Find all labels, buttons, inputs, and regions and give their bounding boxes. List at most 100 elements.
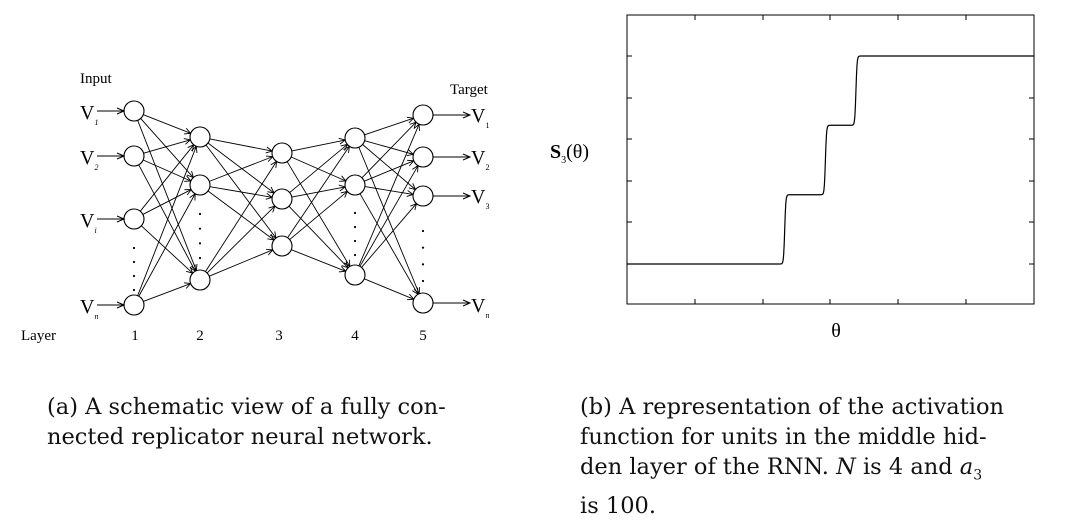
output-arrow	[433, 192, 472, 200]
input-label: Input	[80, 71, 112, 87]
caption-b-line-1: (b) A representation of the activation	[580, 392, 1030, 422]
caption-a-line-1: (a) A schematic view of a fully con-	[47, 392, 487, 422]
neuron-node	[123, 294, 145, 316]
connection-arrow	[361, 202, 418, 268]
connection-arrow	[209, 248, 274, 277]
network-connections	[137, 114, 421, 302]
caption-a-text-1: A schematic view of a fully con-	[85, 394, 446, 420]
ellipsis-dot	[132, 288, 136, 292]
layer-label: Layer	[21, 328, 56, 344]
connection-arrow	[205, 160, 278, 272]
activation-step-curve	[627, 55, 1034, 265]
neuron-node	[189, 174, 211, 196]
network-neurons	[123, 100, 434, 316]
target-symbol-v2: V2	[471, 147, 489, 172]
connection-arrow	[137, 120, 198, 272]
input-symbols: V1 V2 Vi Vn	[80, 102, 98, 321]
ellipsis-dot	[132, 246, 136, 250]
target-symbol-v1: V1	[471, 105, 489, 130]
caption-b: (b) A representation of the activation f…	[580, 392, 1030, 521]
neuron-node	[344, 264, 366, 286]
neuron-node	[123, 145, 145, 167]
connection-arrow	[139, 144, 195, 212]
layer-number-3: 3	[275, 328, 283, 344]
ellipsis-dot	[198, 256, 202, 260]
ellipsis-dot	[198, 212, 202, 216]
connection-arrow	[209, 138, 274, 154]
caption-b-a-var: a	[959, 454, 974, 480]
ellipsis-dot	[353, 211, 357, 215]
io-arrows	[97, 107, 472, 309]
connection-arrow	[364, 278, 415, 301]
target-symbol-v3: V3	[471, 186, 489, 211]
output-arrow	[433, 111, 472, 119]
target-label: Target	[450, 82, 489, 98]
axis-ticks	[627, 15, 1034, 304]
ellipsis-dot	[198, 242, 202, 245]
connection-arrow	[137, 145, 198, 296]
connection-arrow	[142, 189, 193, 215]
ellipsis-dot	[353, 253, 357, 257]
caption-b-n-var: N	[836, 454, 856, 480]
connection-arrow	[207, 142, 275, 194]
caption-b-text-1: A representation of the activation	[619, 394, 1004, 420]
input-symbol-vn: Vn	[80, 296, 98, 321]
ellipsis-dot	[421, 279, 425, 283]
x-axis-label: θ	[831, 320, 841, 342]
caption-b-line-4: is 100.	[580, 492, 656, 519]
neuron-node	[344, 127, 366, 149]
connection-arrow	[290, 156, 347, 182]
neuron-node	[189, 126, 211, 148]
ellipsis-dot	[353, 225, 357, 229]
neuron-node	[344, 174, 366, 196]
layer-numbers: 1 2 3 4 5	[131, 328, 427, 344]
neuron-node	[123, 208, 145, 230]
ellipsis-dot	[421, 229, 425, 233]
layer-number-5: 5	[419, 328, 427, 344]
layer-number-1: 1	[131, 328, 139, 344]
connection-arrow	[291, 137, 347, 152]
connection-arrow	[359, 193, 419, 296]
connection-arrow	[207, 190, 275, 241]
ellipsis-dots	[132, 211, 425, 292]
neuron-node	[412, 104, 434, 126]
input-symbol-v2: V2	[80, 147, 98, 172]
ellipsis-dot	[353, 239, 357, 243]
neuron-node	[189, 269, 211, 291]
neuron-node	[271, 142, 293, 164]
caption-b-line-3: den layer of the RNN. N is 4 and a3	[580, 452, 1030, 491]
plot-frame	[626, 14, 1035, 305]
connection-arrow	[364, 140, 415, 157]
connection-arrow	[143, 138, 192, 154]
input-symbol-vi: Vi	[80, 210, 97, 235]
ellipsis-dot	[421, 246, 425, 249]
layer-number-4: 4	[351, 328, 359, 344]
caption-b-text-3a: den layer of the RNN.	[580, 454, 829, 480]
caption-a-prefix: (a)	[47, 394, 78, 420]
neuron-node	[123, 100, 145, 122]
neuron-node	[412, 146, 434, 168]
target-symbol-vn: Vn	[471, 295, 489, 320]
caption-b-prefix: (b)	[580, 394, 612, 420]
connection-arrow	[209, 186, 274, 200]
caption-b-a-sub: 3	[973, 467, 983, 484]
y-axis-label: S3(θ)	[550, 141, 589, 166]
input-arrow	[97, 215, 126, 223]
connection-arrow	[291, 184, 347, 198]
connection-arrow	[364, 159, 415, 182]
caption-a: (a) A schematic view of a fully con- nec…	[47, 392, 487, 452]
input-arrow	[97, 107, 126, 115]
input-arrow	[97, 301, 126, 309]
ellipsis-dot	[198, 227, 202, 230]
ellipsis-dot	[132, 274, 136, 278]
input-arrow	[97, 152, 126, 160]
connection-arrow	[358, 147, 421, 295]
caption-a-line-2: nected replicator neural network.	[47, 424, 433, 450]
caption-b-text-3b: is 4 and	[862, 454, 953, 480]
neuron-node	[271, 235, 293, 257]
input-symbol-v1: V1	[80, 102, 98, 127]
connection-arrow	[291, 249, 347, 273]
connection-arrow	[143, 114, 192, 135]
target-symbols: V1 V2 V3 Vn	[471, 105, 489, 320]
connection-arrow	[205, 144, 277, 239]
